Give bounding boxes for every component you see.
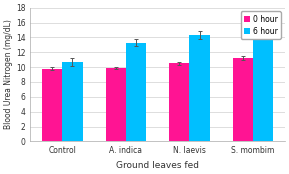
- X-axis label: Ground leaves fed: Ground leaves fed: [116, 161, 199, 170]
- Bar: [126, 43, 146, 141]
- Legend: 0 hour, 6 hour: 0 hour, 6 hour: [241, 11, 281, 39]
- Bar: [233, 58, 253, 141]
- Y-axis label: Blood Urea Nitrogen (mg/dL): Blood Urea Nitrogen (mg/dL): [4, 20, 13, 129]
- Bar: [62, 62, 83, 141]
- Bar: [105, 68, 126, 141]
- Bar: [169, 63, 189, 141]
- Bar: [42, 69, 62, 141]
- Bar: [189, 35, 210, 141]
- Bar: [253, 29, 273, 141]
